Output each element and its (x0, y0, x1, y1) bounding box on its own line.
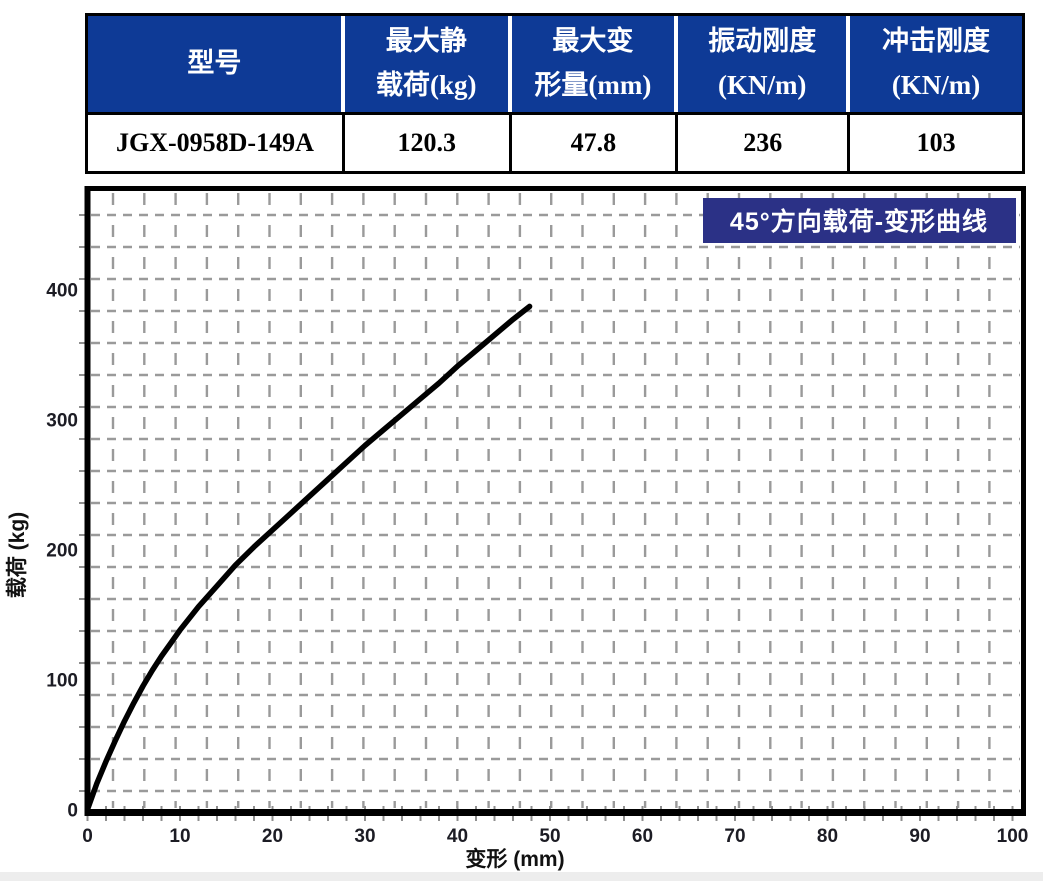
load-deformation-curve (84, 303, 533, 813)
col-header-max-deformation: 最大变 形量(mm) (511, 16, 679, 112)
x-tick-label: 0 (82, 826, 93, 847)
y-tick-label: 300 (46, 411, 78, 432)
x-tick-label: 30 (354, 826, 375, 847)
col-header-vibration-stiffness: 振动刚度 (KN/m) (678, 16, 851, 112)
col-header-max-static-load: 最大静 载荷(kg) (344, 16, 512, 112)
x-tick-label: 50 (539, 826, 560, 847)
tick-labels: 0 10 20 30 40 50 60 70 80 90 100 0 100 200 300 400 (46, 281, 1028, 848)
x-tick-label: 90 (909, 826, 930, 847)
cell-max-deformation: 47.8 (511, 112, 679, 171)
load-deformation-chart: 0 10 20 30 40 50 60 70 80 90 100 0 100 200 300 400 45°方… (0, 180, 1043, 881)
cell-model: JGX-0958D-149A (88, 112, 345, 171)
y-tick-label: 400 (46, 281, 78, 302)
y-tick-label: 0 (67, 801, 78, 822)
x-tick-label: 10 (169, 826, 190, 847)
plot-border (85, 186, 1026, 815)
cell-max-static-load: 120.3 (344, 112, 512, 171)
x-tick-label: 70 (724, 826, 745, 847)
col-header-impact-stiffness: 冲击刚度 (KN/m) (850, 16, 1022, 112)
chart-canvas: 0 10 20 30 40 50 60 70 80 90 100 0 100 200 300 400 45°方… (5, 186, 1028, 871)
x-tick-label: 20 (262, 826, 283, 847)
y-tick-label: 200 (46, 541, 78, 562)
x-tick-label: 100 (997, 826, 1029, 847)
x-tick-label: 80 (817, 826, 838, 847)
cell-vibration-stiffness: 236 (678, 112, 851, 171)
spec-table-header-row: 型号 最大静 载荷(kg) 最大变 形量(mm) 振动刚度 (KN/m) 冲击刚… (88, 16, 1022, 112)
chart-title-box (703, 198, 1016, 243)
grid-lines (91, 190, 1020, 808)
x-tick-label: 60 (632, 826, 653, 847)
spec-table: 型号 最大静 载荷(kg) 最大变 形量(mm) 振动刚度 (KN/m) 冲击刚… (85, 13, 1025, 174)
x-tick-label: 40 (447, 826, 468, 847)
table-row: JGX-0958D-149A 120.3 47.8 236 103 (88, 112, 1022, 171)
chart-title: 45°方向载荷-变形曲线 (730, 207, 988, 236)
y-axis-label: 载荷 (kg) (5, 512, 29, 598)
cell-impact-stiffness: 103 (850, 112, 1022, 171)
bottom-strip (0, 872, 1043, 881)
x-axis-label: 变形 (mm) (465, 847, 564, 871)
col-header-model: 型号 (88, 16, 345, 112)
y-tick-label: 100 (46, 671, 78, 692)
